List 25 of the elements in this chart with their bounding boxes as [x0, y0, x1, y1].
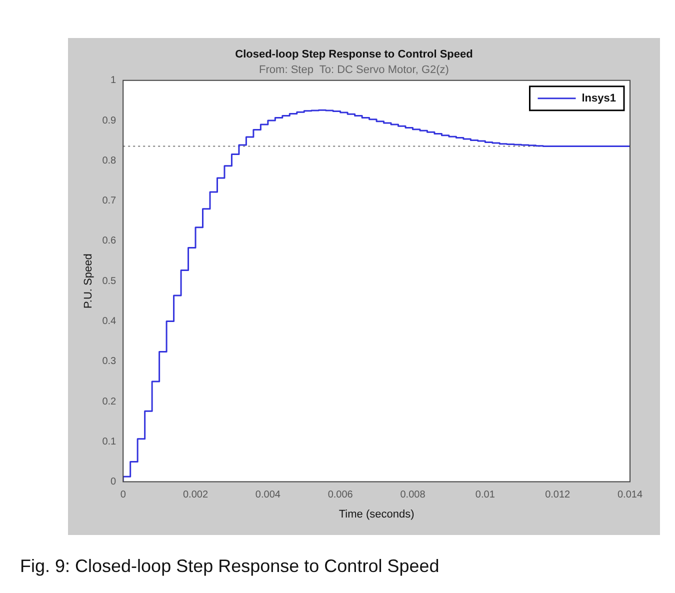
legend-label: lnsys1	[582, 92, 616, 104]
y-tick-label: 0.2	[102, 396, 117, 408]
x-tick-label: 0	[120, 490, 126, 501]
x-tick-label: 0.012	[545, 490, 571, 501]
x-tick-label: 0.008	[400, 490, 426, 501]
y-tick-label: 0.4	[102, 316, 117, 327]
y-tick-label: 0.7	[102, 196, 117, 207]
x-axis-title: Time (seconds)	[338, 508, 414, 520]
y-tick-label: 0.6	[102, 236, 117, 247]
y-tick-label: 1	[110, 75, 117, 86]
x-tick-label: 0.002	[183, 490, 208, 501]
x-tick-label: 0.01	[475, 490, 496, 501]
y-tick-label: 0.9	[102, 115, 117, 126]
caption: Fig. 9: Closed-loop Step Response to Control Speed	[20, 556, 440, 577]
x-tick-label: 0.006	[328, 490, 354, 501]
chart-title: Closed-loop Step Response to Control Speed	[235, 48, 473, 61]
y-axis-title: P.U. Speed	[82, 254, 95, 309]
y-tick-label: 0.3	[102, 356, 117, 368]
y-tick-label: 0.8	[102, 155, 117, 166]
chart-subtitle: From: Step To: DC Servo Motor, G2(z)	[259, 64, 449, 76]
y-tick-label: 0	[110, 476, 117, 488]
y-tick-label: 0.1	[102, 436, 117, 448]
x-tick-label: 0.014	[617, 490, 643, 501]
y-tick-label: 0.5	[102, 276, 117, 287]
x-tick-label: 0.004	[255, 490, 281, 501]
